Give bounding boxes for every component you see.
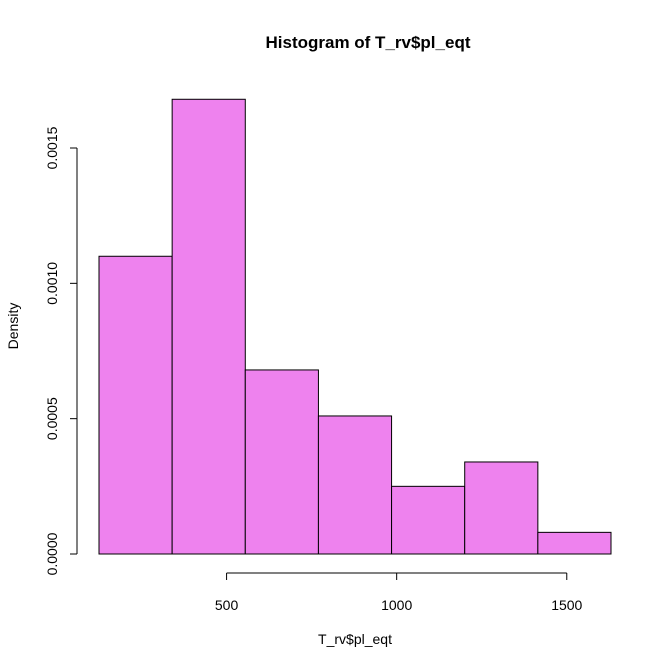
histogram-bar-6 [464, 461, 539, 555]
y-axis-label: Density [5, 303, 21, 350]
histogram-bar-4 [317, 415, 393, 555]
histogram-bar-1 [98, 255, 173, 555]
y-tick-label-4: 0.0015 [44, 126, 60, 169]
histogram-bar-5 [391, 485, 466, 555]
histogram-bar-2 [171, 98, 246, 555]
x-axis: 500 1000 1500 [215, 572, 583, 613]
y-tick-label-1: 0.0000 [44, 532, 60, 575]
histogram-bar-3 [244, 369, 319, 555]
histogram-bar-7 [537, 531, 612, 555]
chart-title: Histogram of T_rv$pl_eqt [266, 33, 471, 52]
y-tick-label-3: 0.0010 [44, 262, 60, 305]
x-tick-label-3: 1500 [551, 597, 582, 613]
bars-group [98, 98, 612, 555]
x-axis-label: T_rv$pl_eqt [318, 631, 392, 647]
x-tick-label-2: 1000 [381, 597, 412, 613]
y-axis: 0.0000 0.0005 0.0010 0.0015 [44, 126, 78, 575]
x-tick-label-1: 500 [215, 597, 239, 613]
y-tick-label-2: 0.0005 [44, 397, 60, 440]
